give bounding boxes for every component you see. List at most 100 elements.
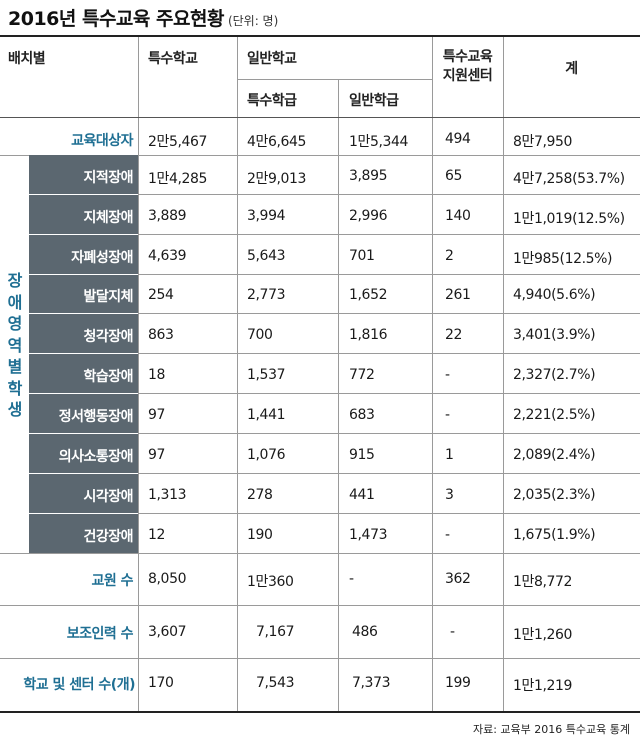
col-divider	[138, 37, 139, 711]
header-placement: 배치별	[8, 51, 46, 67]
table-cell: 1만5,344	[349, 134, 409, 150]
row-divider	[0, 155, 640, 156]
table-cell: 441	[349, 487, 375, 503]
col-divider	[338, 79, 339, 711]
table-cell: 7,373	[352, 675, 391, 691]
sidebar-separator	[29, 473, 138, 474]
table-cell: 8,050	[148, 571, 187, 587]
row-divider	[0, 658, 640, 659]
group-char: 별	[7, 357, 23, 376]
table-cell: -	[445, 367, 450, 383]
row-divider	[138, 433, 640, 434]
table-cell: 4,940(5.6%)	[513, 287, 596, 303]
row-divider	[138, 274, 640, 275]
table-cell: 7,167	[256, 624, 295, 640]
row-label-assistants: 보조인력 수	[66, 626, 134, 642]
col-divider	[503, 37, 504, 711]
header-support-center: 특수교육 지원센터	[432, 48, 503, 86]
unit-text: (단위: 명)	[227, 14, 279, 28]
table-cell: 1,675(1.9%)	[513, 527, 596, 543]
row-label: 건강장애	[83, 529, 133, 545]
table-cell: 1,441	[247, 407, 286, 423]
col-divider	[432, 37, 433, 711]
table-cell: 2,996	[349, 208, 388, 224]
row-label: 정서행동장애	[58, 409, 134, 425]
sidebar-separator	[29, 393, 138, 394]
table-cell: 1	[445, 447, 454, 463]
header-special-school: 특수학교	[148, 51, 198, 67]
header-bottom-rule	[0, 117, 640, 118]
row-label: 학습장애	[83, 369, 133, 385]
table-cell: 1만360	[247, 574, 294, 590]
table-cell: 683	[349, 407, 375, 423]
table-cell: 1만4,285	[148, 171, 208, 187]
header-total: 계	[565, 61, 578, 77]
table-cell: 2,035(2.3%)	[513, 487, 596, 503]
row-label: 시각장애	[83, 489, 133, 505]
table-cell: 701	[349, 248, 375, 264]
table-cell: 3,994	[247, 208, 286, 224]
table-cell: -	[450, 624, 455, 640]
header-subdivider	[237, 79, 432, 80]
table-cell: 1,473	[349, 527, 388, 543]
table-cell: 1만1,260	[513, 627, 573, 643]
row-divider	[138, 513, 640, 514]
chart-title: 2016년 특수교육 주요현황 (단위: 명)	[8, 4, 278, 34]
table-cell: 1만985(12.5%)	[513, 251, 613, 267]
table-cell: 700	[247, 327, 273, 343]
table-cell: -	[349, 571, 354, 587]
table-cell: 486	[352, 624, 378, 640]
row-divider	[0, 553, 640, 554]
row-label: 청각장애	[83, 329, 133, 345]
sidebar-separator	[29, 353, 138, 354]
sidebar-separator	[29, 274, 138, 275]
sidebar-separator	[29, 433, 138, 434]
table-cell: 7,543	[256, 675, 295, 691]
table-cell: 1만1,219	[513, 678, 573, 694]
row-label: 발달지체	[83, 289, 133, 305]
row-label-target: 교육대상자	[71, 133, 133, 149]
row-label: 지적장애	[83, 170, 133, 186]
table-cell: 5,643	[247, 248, 286, 264]
table-cell: 190	[247, 527, 273, 543]
table-cell: 772	[349, 367, 375, 383]
table-cell: 199	[445, 675, 471, 691]
table-cell: 2,089(2.4%)	[513, 447, 596, 463]
table-cell: 362	[445, 571, 471, 587]
header-support-center-line2: 지원센터	[442, 68, 493, 84]
table-cell: 4만7,258(53.7%)	[513, 171, 625, 187]
table-cell: 97	[148, 447, 166, 463]
table-cell: 8만7,950	[513, 134, 573, 150]
row-label: 의사소통장애	[58, 449, 134, 465]
table-cell: 1만1,019(12.5%)	[513, 211, 625, 227]
header-general-school: 일반학교	[247, 51, 297, 67]
table-cell: 65	[445, 168, 463, 184]
table-cell: 2,221(2.5%)	[513, 407, 596, 423]
table-cell: 863	[148, 327, 174, 343]
group-char: 애	[7, 292, 23, 312]
table-cell: -	[445, 527, 450, 543]
table-cell: 3,607	[148, 624, 187, 640]
table-cell: 12	[148, 527, 166, 543]
header-special-class: 특수학급	[247, 93, 297, 109]
table-cell: 3,401(3.9%)	[513, 327, 596, 343]
table-cell: 1,076	[247, 447, 286, 463]
table-cell: -	[445, 407, 450, 423]
table-cell: 915	[349, 447, 375, 463]
group-char: 생	[7, 400, 23, 419]
title-text: 2016년 특수교육 주요현황	[8, 8, 224, 30]
row-label-schools: 학교 및 센터 수(개)	[23, 677, 135, 693]
row-label-teachers: 교원 수	[91, 573, 133, 589]
table-cell: 18	[148, 367, 166, 383]
table-cell: 97	[148, 407, 166, 423]
group-char: 영	[7, 314, 23, 333]
table-cell: 1,313	[148, 487, 187, 503]
row-divider	[138, 393, 640, 394]
table-cell: 261	[445, 287, 471, 303]
table-cell: 2,773	[247, 287, 286, 303]
row-divider	[138, 473, 640, 474]
row-divider	[138, 234, 640, 235]
row-divider	[138, 353, 640, 354]
table-cell: 1,537	[247, 367, 286, 383]
col-divider	[237, 37, 238, 711]
